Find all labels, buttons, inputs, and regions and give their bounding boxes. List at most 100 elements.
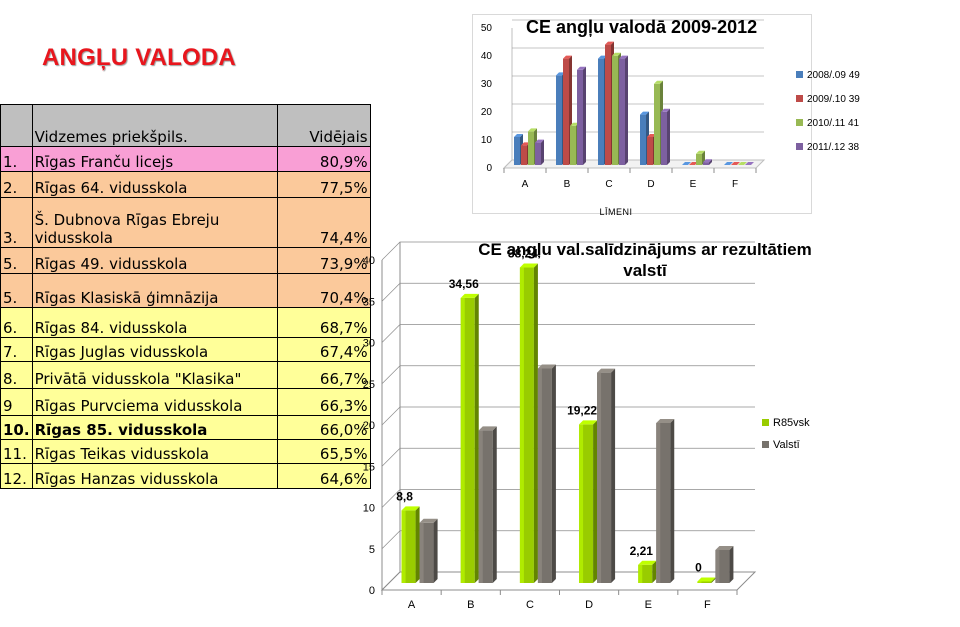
average-score: 67,4% [276, 337, 371, 362]
bar-face [556, 75, 562, 165]
bar-highlight [537, 368, 542, 583]
rank-number: 2. [0, 171, 33, 198]
data-label: 0 [695, 561, 702, 575]
gridline [381, 530, 755, 549]
chart-title-line1: CE angļu val.salīdzinājums ar rezultātie… [478, 240, 812, 259]
bar-face [612, 55, 618, 165]
bar-top [598, 55, 607, 59]
school-name: Rīgas 64. vidusskola [31, 171, 278, 198]
bar-top [638, 560, 657, 565]
bar [661, 108, 670, 165]
average-score: 73,9% [276, 247, 371, 274]
gridline [381, 406, 755, 426]
bar [401, 506, 420, 583]
bar [638, 560, 657, 583]
header-number [0, 104, 33, 147]
gridline [381, 241, 755, 261]
x-tick-label: A [408, 599, 416, 611]
school-name: Rīgas Teikas vidusskola [31, 439, 278, 464]
average-score: 70,4% [276, 273, 371, 308]
y-tick-label: 15 [363, 461, 375, 473]
bar-top [556, 72, 565, 76]
chart-title-line2: valstī [623, 261, 667, 280]
y-tick-label: 0 [369, 585, 375, 597]
bar-side [492, 426, 497, 583]
bar-top [724, 162, 733, 165]
bar-top [703, 159, 712, 163]
legend-entry: Valstī [773, 439, 801, 451]
legend-swatch [762, 419, 769, 426]
school-ranking-table: Vidzemes priekšpils. Vidējais 1. Rīgas Fr… [0, 104, 371, 489]
legend-entry: 2011/.12 38 [807, 142, 860, 153]
average-score: 77,5% [276, 171, 371, 198]
rank-number: 5. [0, 247, 33, 274]
bar-side [709, 159, 712, 165]
bar-side [541, 139, 544, 165]
bar-top [696, 150, 705, 154]
legend-swatch [796, 119, 803, 126]
bar [519, 263, 538, 583]
bar [745, 162, 754, 165]
bar-side [611, 368, 616, 583]
x-tick-label: D [647, 179, 654, 190]
bar-top [579, 420, 598, 425]
y-tick-label: 50 [481, 23, 493, 34]
bar-top [460, 293, 479, 298]
bar-top [682, 162, 691, 165]
bar-top [619, 55, 628, 59]
bar-face [696, 153, 702, 165]
average-score: 66,3% [276, 388, 371, 416]
legend-swatch [796, 95, 803, 102]
header-average: Vidējais [276, 104, 371, 147]
x-tick-label: D [585, 599, 593, 611]
bar-face [528, 131, 534, 165]
bar-side [625, 55, 628, 165]
page-heading: ANGĻU VALODA [42, 44, 236, 71]
bar-top [478, 426, 497, 431]
bar-side [533, 263, 538, 583]
bar-top [689, 162, 698, 165]
bar-top [605, 41, 614, 45]
bar-top [528, 128, 537, 132]
table-row: 5. Rīgas Klasiskā ģimnāzija 70,4% [0, 273, 371, 308]
bar-face [521, 145, 527, 165]
bar-side [670, 418, 675, 583]
y-tick-label: 10 [363, 503, 375, 515]
rank-number: 5. [0, 273, 33, 308]
bar-highlight [478, 430, 483, 583]
x-tick-label: A [522, 179, 529, 190]
average-score: 80,9% [276, 146, 371, 172]
rank-number: 3. [0, 197, 33, 248]
gridline [381, 447, 755, 467]
table-row: 3. Š. Dubnova Rīgas Ebreju vidusskola 74,4… [0, 197, 371, 248]
table-header-row: Vidzemes priekšpils. Vidējais [0, 104, 371, 147]
table-row: 9 Rīgas Purvciema vidusskola 66,3% [0, 388, 371, 416]
bar-top [537, 364, 556, 369]
bar-side [729, 546, 734, 583]
bar-top [597, 368, 616, 373]
bar-face [535, 142, 541, 165]
bar-face [598, 58, 604, 165]
bar-top [647, 134, 656, 137]
bar [535, 139, 544, 165]
bar-side [474, 293, 479, 583]
bar-face [514, 137, 520, 165]
bar-top [612, 52, 621, 56]
bar-face [605, 44, 611, 165]
bar [724, 162, 733, 165]
rank-number: 1. [0, 146, 33, 172]
bar-top [521, 142, 530, 146]
rank-number: 11. [0, 439, 33, 464]
legend-entry: 2010/.11 41 [807, 118, 860, 129]
rank-number: 10. [0, 415, 33, 440]
legend-swatch [796, 143, 803, 150]
school-name: Rīgas Juglas vidusskola [31, 337, 278, 362]
x-axis-label: LĪMENI [599, 207, 632, 217]
legend-entry: 2009/.10 39 [807, 94, 860, 105]
bar-highlight [638, 564, 643, 583]
bar-face [654, 83, 660, 165]
bar [715, 546, 734, 583]
bar-top [535, 139, 544, 143]
y-tick-label: 20 [363, 420, 375, 432]
bar-face [570, 125, 576, 165]
